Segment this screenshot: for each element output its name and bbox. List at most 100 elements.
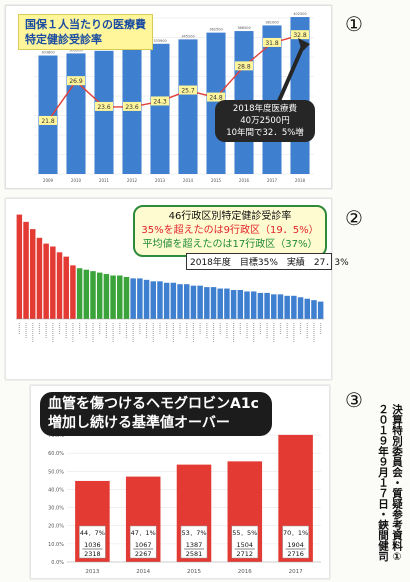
chart3-denominator: 2716 — [287, 550, 304, 558]
chart2-bar — [83, 269, 90, 319]
chart1-line-label: 24.8 — [209, 95, 223, 102]
chart1-line-label: 31.8 — [265, 40, 279, 47]
chart1-line-label-bg — [179, 85, 197, 95]
chart3-x-tick: 2017 — [289, 569, 303, 575]
chart1-bar — [94, 50, 114, 175]
chart3-denominator: 2581 — [186, 550, 203, 558]
chart2-bar — [170, 282, 177, 319]
chart3-numerator: 1504 — [237, 541, 254, 549]
chart1-bar-label: 333900 — [153, 39, 166, 43]
chart3-x-tick: 2015 — [187, 569, 201, 575]
chart1-line-label: 23.6 — [97, 104, 111, 111]
chart2-bar — [90, 271, 96, 319]
chart3-y-tick: 50.0% — [48, 469, 64, 475]
chart2-bar — [63, 256, 69, 319]
chart3-percent-label: 70．1% — [283, 529, 308, 537]
chart3-svg: 0.0% 10.0% 20.0% 30.0% 40.0% 50.0% 60.0% 70.0% 4… — [48, 433, 321, 575]
chart2-bar — [50, 246, 56, 319]
chart3-denominator: 2267 — [135, 550, 152, 558]
chart1-bar — [178, 39, 198, 174]
chart1-bar — [66, 53, 86, 174]
chart2-bar — [96, 272, 103, 319]
chart3-label-box — [231, 525, 259, 559]
chart1-bar-label: 402500 — [293, 12, 306, 16]
chart1-line-label-bg — [95, 101, 113, 111]
chart3-label-box — [129, 525, 157, 559]
chart2-bar — [264, 292, 270, 319]
chart2-bar — [76, 268, 83, 319]
chart3-title: 血管を傷つけるヘモグロビンA1c 増加し続ける基準値オーバー — [40, 392, 272, 436]
chart1-annotation: 2018年度医療費 40万2500円 10年間で32．5%増 — [215, 100, 315, 142]
chart2-info-box: 46行政区別特定健診受診率 35%を超えたのは9行政区（19．5%） 平均値を超… — [133, 205, 327, 257]
chart2-bar — [110, 275, 116, 319]
chart1-bar-label: 309200 — [69, 48, 82, 52]
chart2-bar — [244, 291, 250, 319]
annotation-line3: 10年間で32．5%増 — [226, 128, 304, 138]
chart1-x-tick: 2011 — [99, 178, 110, 183]
chart1-line-label: 23.6 — [125, 104, 139, 111]
chart1-line-label-bg — [123, 101, 141, 111]
chart1-line-label-bg — [39, 115, 57, 125]
chart2-bar — [210, 287, 217, 319]
chart2-box-line2: 35%を超えたのは9行政区（19．5%） — [141, 225, 319, 236]
chart3-y-tick: 60.0% — [48, 451, 64, 457]
chart2-bar — [183, 284, 190, 319]
chart2-bar — [197, 285, 203, 319]
chart3-percent-label: 53．7% — [181, 529, 206, 537]
panel-number-3: ③ — [345, 388, 363, 412]
chart1-line-label-bg — [235, 61, 253, 71]
chart2-bar — [130, 278, 136, 319]
chart3-x-tick: 2014 — [136, 569, 150, 575]
chart1-x-tick: 2018 — [295, 178, 306, 183]
chart2-bar — [177, 284, 183, 319]
chart3-title-line1: 血管を傷つけるヘモグロビンA1c — [48, 396, 259, 412]
chart1-x-tick: 2009 — [43, 178, 54, 183]
chart3-denominator: 2318 — [84, 550, 101, 558]
chart2-bar — [277, 294, 284, 319]
chart2-bar — [204, 287, 210, 319]
chart3-percent-label: 47．1% — [131, 529, 156, 537]
chart1-line-label: 32.8 — [293, 32, 307, 39]
chart2-box-title: 46行政区別特定健診受診率 — [168, 211, 292, 222]
chart2-box-line3: 平均値を超えたのは17行政区（37%） — [142, 239, 318, 250]
chart1-line-label-bg — [263, 37, 281, 47]
chart1-x-tick: 2015 — [211, 178, 222, 183]
chart2-bar — [257, 292, 264, 319]
chart3-y-tick: 40.0% — [48, 487, 64, 493]
chart2-bar — [150, 281, 157, 319]
chart1-x-tick: 2013 — [155, 178, 166, 183]
chart3-x-tick: 2016 — [238, 569, 252, 575]
chart2-bar — [291, 295, 297, 319]
chart1-bar-label: 366500 — [237, 26, 250, 30]
chart3-y-tick: 20.0% — [48, 524, 64, 530]
chart3-y-tick: 30.0% — [48, 506, 64, 512]
chart2-bar — [29, 229, 36, 319]
chart2-bar — [297, 297, 304, 319]
chart3-numerator: 1387 — [186, 541, 203, 549]
chart3-label-box — [79, 525, 106, 559]
chart3-label-box — [282, 525, 309, 559]
chart1-line-label: 26.9 — [69, 78, 83, 85]
chart2-bar — [317, 301, 324, 319]
chart2-bar — [56, 252, 63, 319]
chart1-x-tick: 2010 — [71, 178, 82, 183]
chart3-label-box — [180, 525, 208, 559]
chart1-line-label: 21.8 — [41, 118, 55, 125]
chart2-bar — [70, 265, 76, 319]
chart2-bar — [311, 300, 317, 319]
chart2-bar — [304, 298, 311, 319]
chart2-bar — [117, 275, 123, 319]
chart1-arrow-head — [298, 38, 310, 52]
chart2-bar — [237, 290, 244, 319]
chart3-x-tick: 2013 — [85, 569, 99, 575]
chart3-numerator: 1067 — [135, 541, 152, 549]
chart2-bar — [271, 294, 277, 319]
chart1-title-line1: 国保１人当たりの医療費 — [25, 18, 146, 31]
annotation-line2: 40万2500円 — [240, 116, 290, 126]
chart2-bar — [43, 243, 49, 319]
annotation-line1: 2018年度医療費 — [232, 104, 298, 114]
chart2-bar — [16, 214, 23, 319]
chart1-line-label-bg — [67, 76, 85, 86]
chart2-bar — [250, 291, 257, 319]
chart1-title: 国保１人当たりの医療費 特定健診受診率 — [18, 14, 153, 50]
